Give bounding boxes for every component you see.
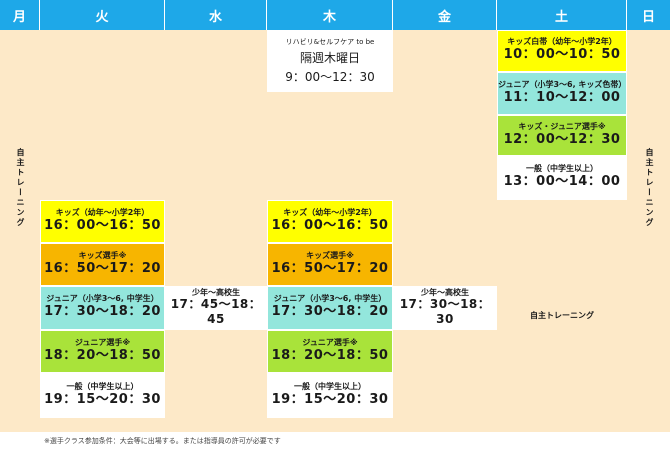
sat-self-training-label: 自主トレーニング [530, 310, 594, 320]
thu-rehab-time: 9：00〜12：30 [285, 70, 375, 84]
thu-class-junior-athlete: ジュニア選手※ 18：20〜18：50 [267, 330, 393, 373]
class-time: 10：00〜10：50 [503, 47, 621, 63]
class-label: ジュニア（小学3〜6, 中学生） [46, 294, 159, 304]
thu-class-kids: キッズ（幼年〜小学2年） 16：00〜16：50 [267, 200, 393, 243]
thu-class-junior: ジュニア（小学3〜6, 中学生） 17：30〜18：20 [267, 286, 393, 330]
class-time: 17：45〜18：45 [170, 297, 262, 327]
class-time: 16：00〜16：50 [271, 217, 389, 233]
class-time: 18：20〜18：50 [44, 347, 161, 363]
class-time: 13：00〜14：00 [503, 174, 621, 190]
class-label: キッズ（幼年〜小学2年） [55, 207, 150, 217]
monday-self-training: 自主トレーニング [16, 148, 25, 228]
class-label: 少年〜高校生 [192, 287, 240, 297]
header-wednesday: 水 [165, 0, 267, 30]
class-time: 16：50〜17：20 [44, 260, 161, 276]
thu-rehab-class: リハビリ&セルフケア to be 隔週木曜日 9：00〜12：30 [267, 30, 393, 92]
sat-class-general: 一般（中学生以上） 13：00〜14：00 [497, 156, 627, 200]
header-friday: 金 [393, 0, 497, 30]
header-sunday: 日 [627, 0, 670, 30]
header-saturday: 土 [497, 0, 627, 30]
class-label: 一般（中学生以上） [66, 381, 139, 391]
class-label: 少年〜高校生 [421, 287, 469, 297]
header-thursday: 木 [267, 0, 393, 30]
class-time: 16：00〜16：50 [44, 217, 161, 233]
tue-class-kids: キッズ（幼年〜小学2年） 16：00〜16：50 [40, 200, 165, 243]
class-time: 17：30〜18：20 [271, 304, 389, 320]
class-time: 16：50〜17：20 [271, 260, 389, 276]
tue-class-junior-athlete: ジュニア選手※ 18：20〜18：50 [40, 330, 165, 373]
header-monday: 月 [0, 0, 40, 30]
class-time: 18：20〜18：50 [271, 347, 389, 363]
header-tuesday: 火 [40, 0, 165, 30]
class-time: 17：30〜18：20 [44, 304, 161, 320]
class-time: 19：15〜20：30 [44, 391, 161, 407]
tue-class-junior: ジュニア（小学3〜6, 中学生） 17：30〜18：20 [40, 286, 165, 330]
class-label: キッズ・ジュニア選手※ [518, 121, 606, 131]
class-label: ジュニア選手※ [74, 337, 131, 347]
class-label: キッズ選手※ [306, 250, 354, 260]
sat-class-kids-junior-athlete: キッズ・ジュニア選手※ 12：00〜12：30 [497, 115, 627, 156]
athlete-class-footnote: ※選手クラス参加条件：大会等に出場する。または指導員の許可が必要です [44, 437, 281, 445]
class-time: 17：30〜18：30 [399, 297, 491, 327]
sat-class-kids-white: キッズ白帯（幼年〜小学2年） 10：00〜10：50 [497, 30, 627, 72]
thu-class-kids-athlete: キッズ選手※ 16：50〜17：20 [267, 243, 393, 286]
tue-class-general: 一般（中学生以上） 19：15〜20：30 [40, 373, 165, 418]
class-label: 一般（中学生以上） [294, 381, 366, 391]
sat-class-junior: ジュニア（小学3〜6, キッズ色帯） 11：10〜12：00 [497, 72, 627, 115]
class-label: キッズ（幼年〜小学2年） [283, 207, 377, 217]
thu-rehab-label: リハビリ&セルフケア to be [285, 38, 375, 46]
class-time: 12：00〜12：30 [503, 131, 621, 147]
class-label: ジュニア選手※ [302, 337, 358, 347]
thu-rehab-frequency: 隔週木曜日 [299, 51, 360, 65]
wed-class-youth: 少年〜高校生 17：45〜18：45 [165, 286, 267, 330]
thu-class-general: 一般（中学生以上） 19：15〜20：30 [267, 373, 393, 418]
tue-class-kids-athlete: キッズ選手※ 16：50〜17：20 [40, 243, 165, 286]
class-time: 19：15〜20：30 [271, 391, 389, 407]
class-label: ジュニア（小学3〜6, キッズ色帯） [498, 79, 627, 89]
fri-class-youth: 少年〜高校生 17：30〜18：30 [393, 286, 497, 330]
sunday-self-training: 自主トレーニング [645, 148, 654, 228]
class-time: 11：10〜12：00 [503, 89, 621, 105]
sat-self-training: 自主トレーニング [497, 296, 627, 336]
class-label: キッズ白帯（幼年〜小学2年） [507, 37, 617, 47]
class-label: 一般（中学生以上） [526, 164, 598, 174]
class-label: キッズ選手※ [78, 250, 127, 260]
class-label: ジュニア（小学3〜6, 中学生） [273, 294, 387, 304]
